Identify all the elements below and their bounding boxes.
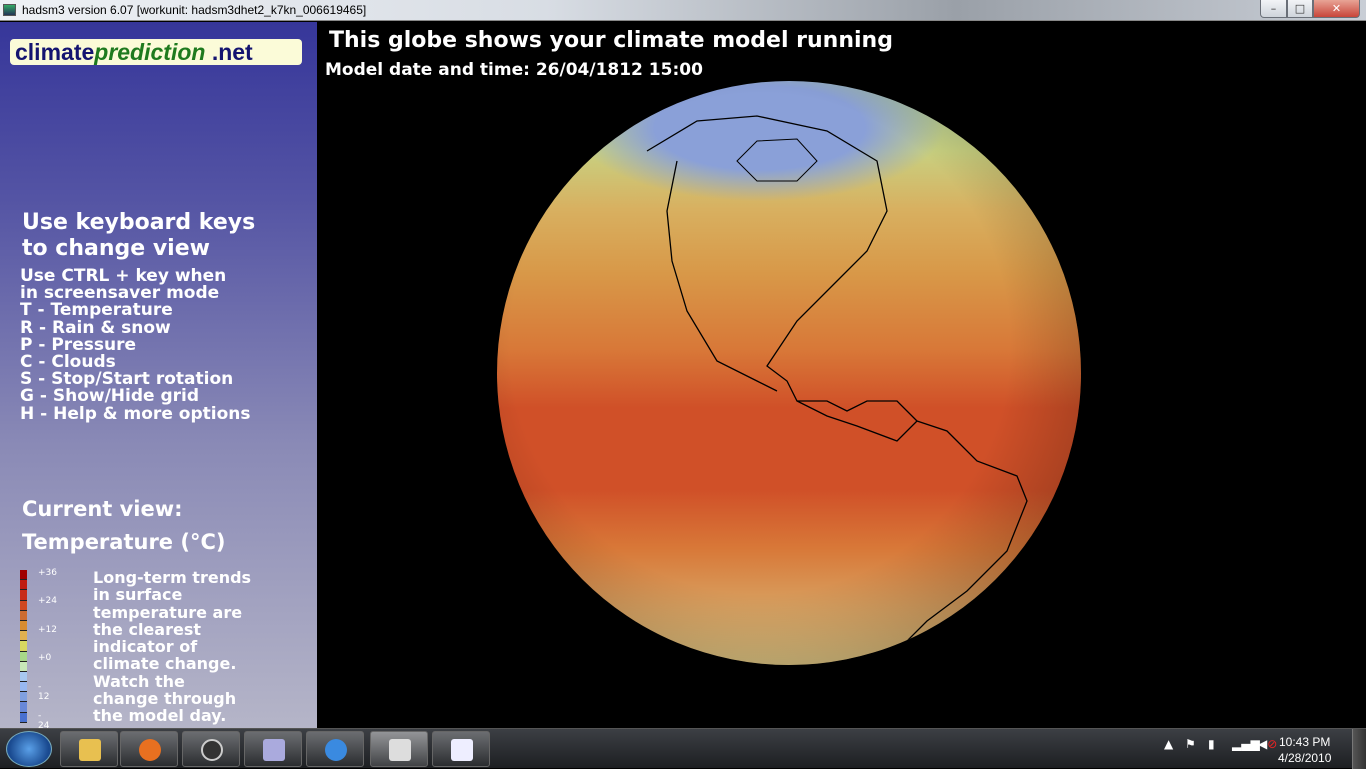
taskbar-ie[interactable] [306, 731, 364, 767]
globe-view[interactable]: This globe shows your climate model runn… [317, 22, 1366, 728]
legend-swatch [20, 682, 27, 693]
legend-swatch [20, 631, 27, 642]
logo-text-net: .net [211, 39, 253, 65]
globe-shading [497, 81, 1081, 665]
legend-tick: +36 [38, 568, 57, 578]
key-list: Use CTRL + key when in screensaver mode … [20, 266, 251, 424]
folder-icon [79, 739, 101, 761]
show-desktop-button[interactable] [1352, 729, 1366, 769]
app-icon [3, 4, 16, 16]
key-pressure: P - Pressure [20, 334, 136, 355]
taskbar-climate-app[interactable] [370, 731, 428, 767]
description-line: climate change. [93, 654, 237, 674]
app-icon [263, 739, 285, 761]
window-title: hadsm3 version 6.07 [workunit: hadsm3dhe… [22, 3, 367, 17]
minimize-button[interactable]: – [1260, 0, 1287, 18]
legend-swatch [20, 651, 27, 662]
key-note: in screensaver mode [20, 283, 220, 304]
key-help: H - Help & more options [20, 403, 251, 424]
description-line: Long-term trends [93, 568, 252, 587]
taskbar: ▲ ⚑ ▮ ▂▄▆ ◀⊘ 10:43 PM 4/28/2010 [0, 728, 1366, 769]
globe-title: This globe shows your climate model runn… [329, 28, 893, 53]
model-date: Model date and time: 26/04/1812 15:00 [325, 60, 703, 80]
notepad-icon [451, 739, 473, 761]
legend-swatch [20, 620, 27, 632]
key-rotation: S - Stop/Start rotation [20, 369, 234, 390]
taskbar-hp[interactable] [182, 731, 240, 767]
legend-swatch [20, 590, 27, 601]
legend-swatch [20, 600, 27, 611]
clock[interactable]: 10:43 PM 4/28/2010 [1278, 734, 1331, 766]
key-grid: G - Show/Hide grid [20, 386, 200, 407]
heading-line: to change view [22, 236, 210, 261]
key-note: Use CTRL + key when [20, 266, 227, 286]
description-line: change through [93, 689, 237, 709]
legend-swatch [20, 641, 27, 652]
legend-tick: +12 [38, 625, 57, 635]
legend-swatch [20, 692, 27, 703]
clock-date: 4/28/2010 [1278, 751, 1332, 765]
description-line: temperature are [93, 602, 243, 622]
legend-tick: - 12 [38, 682, 50, 702]
clock-time: 10:43 PM [1279, 735, 1331, 749]
hp-icon [201, 739, 223, 761]
key-temperature: T - Temperature [20, 300, 173, 321]
legend-swatch [20, 570, 27, 581]
continent-outlines [646, 115, 1028, 662]
start-button[interactable] [6, 731, 52, 767]
legend-swatch [20, 712, 27, 723]
keyboard-heading: Use keyboard keys to change view [22, 210, 255, 262]
heading-line: Use keyboard keys [22, 210, 256, 235]
action-center-flag-icon[interactable]: ⚑ [1185, 737, 1196, 751]
key-clouds: C - Clouds [20, 352, 116, 373]
network-signal-icon[interactable]: ▂▄▆ [1232, 737, 1260, 751]
current-view-label: Current view: [22, 497, 183, 521]
current-view-value: Temperature (°C) [22, 530, 226, 554]
power-icon[interactable]: ▮ [1208, 737, 1215, 751]
taskbar-explorer[interactable] [60, 731, 118, 767]
legend-swatch [20, 671, 27, 683]
legend-swatch [20, 702, 27, 713]
window-titlebar: hadsm3 version 6.07 [workunit: hadsm3dhe… [0, 0, 1366, 21]
description-line: in surface [93, 585, 183, 605]
description-line: indicator of [93, 637, 198, 657]
legend-tick: +24 [38, 596, 57, 606]
taskbar-app[interactable] [244, 731, 302, 767]
legend-swatch [20, 610, 27, 621]
description-line: the clearest [93, 619, 201, 639]
taskbar-media-player[interactable] [120, 731, 178, 767]
media-player-icon [139, 739, 161, 761]
legend-swatch [20, 661, 27, 672]
description-line: Watch the [93, 671, 185, 691]
temperature-legend: +36 +24 +12 +0 - 12 - 24 [20, 568, 57, 731]
legend-swatch [20, 580, 27, 591]
taskbar-notepad[interactable] [432, 731, 490, 767]
key-rain-snow: R - Rain & snow [20, 317, 171, 338]
description-line: the model day. [93, 706, 227, 726]
sidebar: climateprediction .net Use keyboard keys… [0, 22, 317, 731]
logo-text-climate: climate [15, 39, 95, 65]
window-icon [389, 739, 411, 761]
volume-muted-icon[interactable]: ◀⊘ [1258, 737, 1278, 751]
description-text: Long-term trends in surface temperature … [93, 569, 251, 725]
legend-tick: +0 [38, 653, 52, 663]
show-hidden-icon[interactable]: ▲ [1164, 737, 1174, 751]
close-button[interactable]: ✕ [1313, 0, 1360, 18]
logo-text-prediction: prediction [94, 39, 206, 65]
maximize-button[interactable]: □ [1287, 0, 1313, 18]
legend-tick: - 24 [38, 711, 50, 731]
current-view: Current view: Temperature (°C) [22, 493, 225, 559]
climate-globe[interactable] [497, 81, 1081, 665]
internet-explorer-icon [325, 739, 347, 761]
climateprediction-logo: climateprediction .net [10, 39, 302, 65]
